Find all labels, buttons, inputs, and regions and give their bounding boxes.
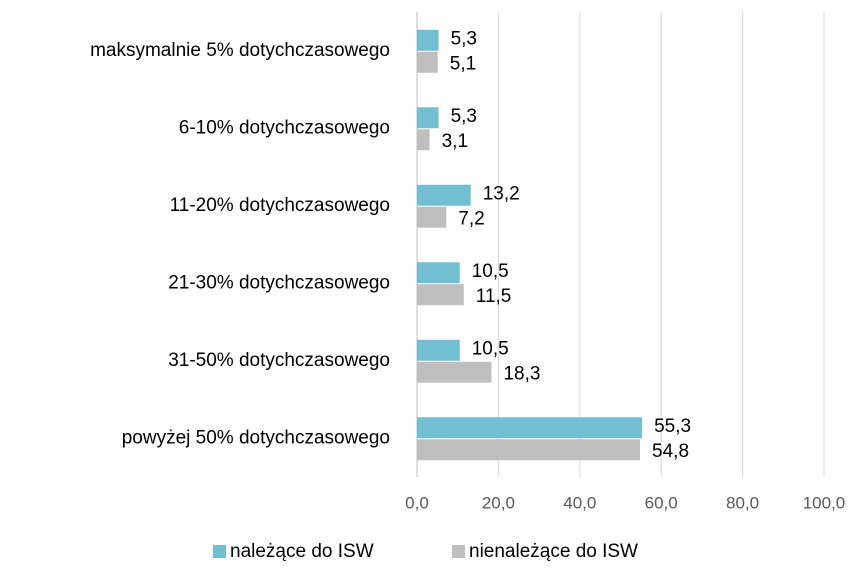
- data-label: 10,5: [472, 261, 509, 282]
- x-tick-label: 20,0: [482, 493, 515, 512]
- y-tick-label: 21-30% dotychczasowego: [168, 272, 390, 293]
- bar: [417, 29, 439, 51]
- x-tick-label: 80,0: [726, 493, 759, 512]
- bar: [417, 206, 447, 228]
- bar: [417, 284, 464, 306]
- bar: [417, 439, 641, 461]
- bar: [417, 184, 471, 206]
- x-tick-label: 40,0: [563, 493, 596, 512]
- bar: [417, 51, 438, 73]
- data-label: 11,5: [476, 286, 512, 307]
- x-tick-label: 100,0: [803, 493, 846, 512]
- data-label: 54,8: [652, 441, 689, 462]
- bar: [417, 107, 439, 129]
- legend-label: należące do ISW: [230, 541, 374, 562]
- legend-swatch: [213, 545, 226, 558]
- y-tick-label: powyżej 50% dotychczasowego: [122, 427, 390, 448]
- bar: [417, 417, 643, 439]
- legend-swatch: [452, 545, 465, 558]
- data-label: 13,2: [483, 183, 520, 204]
- bar: [417, 129, 430, 151]
- y-tick-label: maksymalnie 5% dotychczasowego: [90, 40, 390, 61]
- x-tick-label: 0,0: [405, 493, 429, 512]
- bar: [417, 262, 460, 284]
- data-label: 18,3: [503, 363, 540, 384]
- y-tick-label: 6-10% dotychczasowego: [179, 117, 390, 138]
- x-tick-label: 60,0: [645, 493, 678, 512]
- data-label: 3,1: [442, 131, 468, 152]
- data-label: 5,3: [451, 106, 477, 127]
- data-label: 5,3: [451, 28, 477, 49]
- data-label: 7,2: [458, 208, 484, 229]
- data-label: 55,3: [654, 416, 691, 437]
- data-label: 5,1: [450, 53, 476, 74]
- data-label: 10,5: [472, 338, 509, 359]
- y-tick-label: 11-20% dotychczasowego: [170, 195, 390, 216]
- y-tick-label: 31-50% dotychczasowego: [168, 350, 390, 371]
- bar: [417, 339, 460, 361]
- bar: [417, 361, 492, 383]
- legend-label: nienależące do ISW: [469, 541, 638, 562]
